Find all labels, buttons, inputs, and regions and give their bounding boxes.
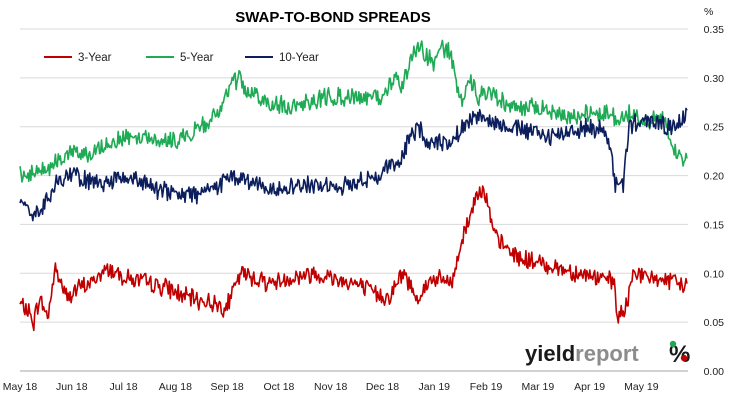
legend-label-5-year: 5-Year (180, 52, 214, 64)
x-tick-label: Dec 18 (366, 381, 399, 393)
y-tick-label: 0.15 (704, 219, 725, 231)
logo-report: report (575, 341, 639, 366)
x-tick-label: Nov 18 (314, 381, 347, 393)
x-tick-label: Jan 19 (418, 381, 450, 393)
x-tick-label: Oct 18 (263, 381, 294, 393)
x-tick-label: May 19 (624, 381, 659, 393)
series-line-10-year (19, 107, 688, 222)
y-tick-label: 0.30 (704, 73, 725, 85)
y-axis-unit: % (704, 6, 713, 18)
series-line-3-year (19, 185, 688, 332)
series-lines (19, 39, 688, 332)
x-tick-label: Jul 18 (110, 381, 138, 393)
y-tick-label: 0.00 (704, 366, 725, 378)
logo-percent: % (669, 341, 690, 368)
svg-text:yieldreport: yieldreport (525, 341, 639, 366)
legend-label-3-year: 3-Year (78, 52, 112, 64)
x-tick-label: Sep 18 (210, 381, 243, 393)
logo-yield: yield (525, 341, 575, 366)
x-tick-label: Feb 19 (470, 381, 503, 393)
y-tick-label: 0.35 (704, 24, 725, 36)
y-tick-label: 0.10 (704, 268, 725, 280)
legend-label-10-year: 10-Year (279, 52, 319, 64)
y-tick-label: 0.25 (704, 122, 725, 134)
axes: 0.00 0.05 0.10 0.15 0.20 0.25 0.30 0.35 May 18 Ju… (3, 24, 724, 393)
y-tick-label: 0.05 (704, 317, 725, 329)
series-line-5-year (19, 39, 688, 183)
x-tick-label: Mar 19 (521, 381, 554, 393)
logo-percent-green-dot (669, 340, 677, 348)
chart-title: SWAP-TO-BOND SPREADS (235, 9, 431, 26)
logo-percent-red-dot (680, 354, 688, 362)
x-tick-label: Jun 18 (56, 381, 88, 393)
y-tick-label: 0.20 (704, 171, 725, 183)
yieldreport-logo: yieldreport % (525, 340, 690, 368)
x-tick-label: Apr 19 (574, 381, 605, 393)
x-tick-label: Aug 18 (159, 381, 192, 393)
x-tick-label: May 18 (3, 381, 38, 393)
legend: 3-Year 5-Year 10-Year (44, 52, 319, 64)
